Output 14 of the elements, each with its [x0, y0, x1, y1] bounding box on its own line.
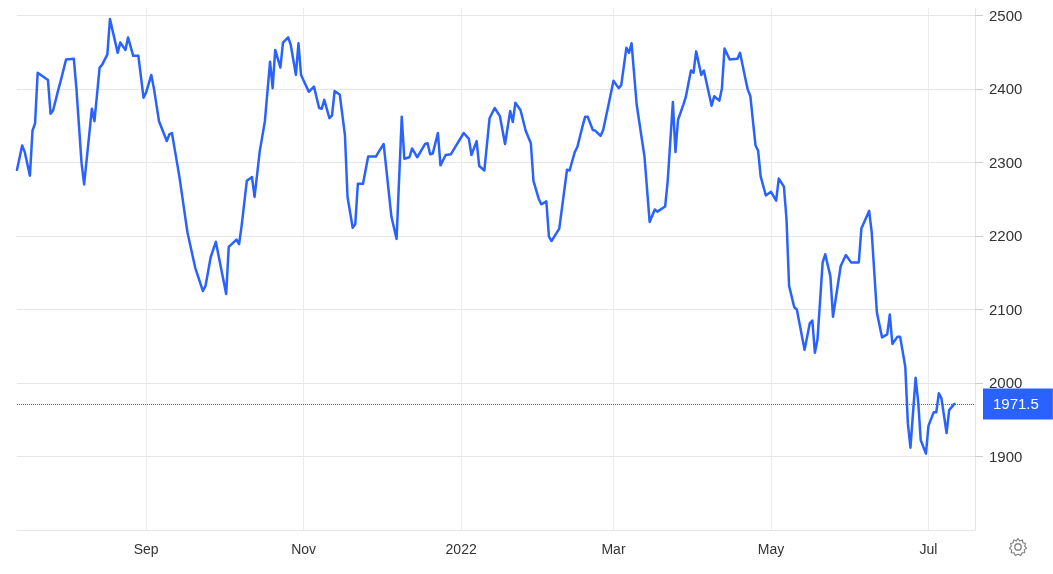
y-tick-label: 2200 — [989, 227, 1023, 245]
x-tick-label: 2022 — [445, 541, 477, 557]
ref-line-label: 1971.5 — [993, 395, 1039, 413]
y-tick-label: 2300 — [989, 153, 1023, 171]
x-tick-label: May — [757, 541, 785, 557]
x-tick-label: Mar — [601, 541, 626, 557]
x-tick-label: Jul — [919, 541, 938, 557]
y-tick-label: 2500 — [989, 6, 1023, 24]
y-tick-label: 2100 — [989, 300, 1023, 318]
x-tick-label: Sep — [133, 541, 159, 557]
y-tick-label: 1900 — [989, 447, 1023, 465]
y-tick-label: 2000 — [989, 374, 1023, 392]
y-tick-label: 2400 — [989, 80, 1023, 98]
x-tick-label: Nov — [291, 541, 317, 557]
